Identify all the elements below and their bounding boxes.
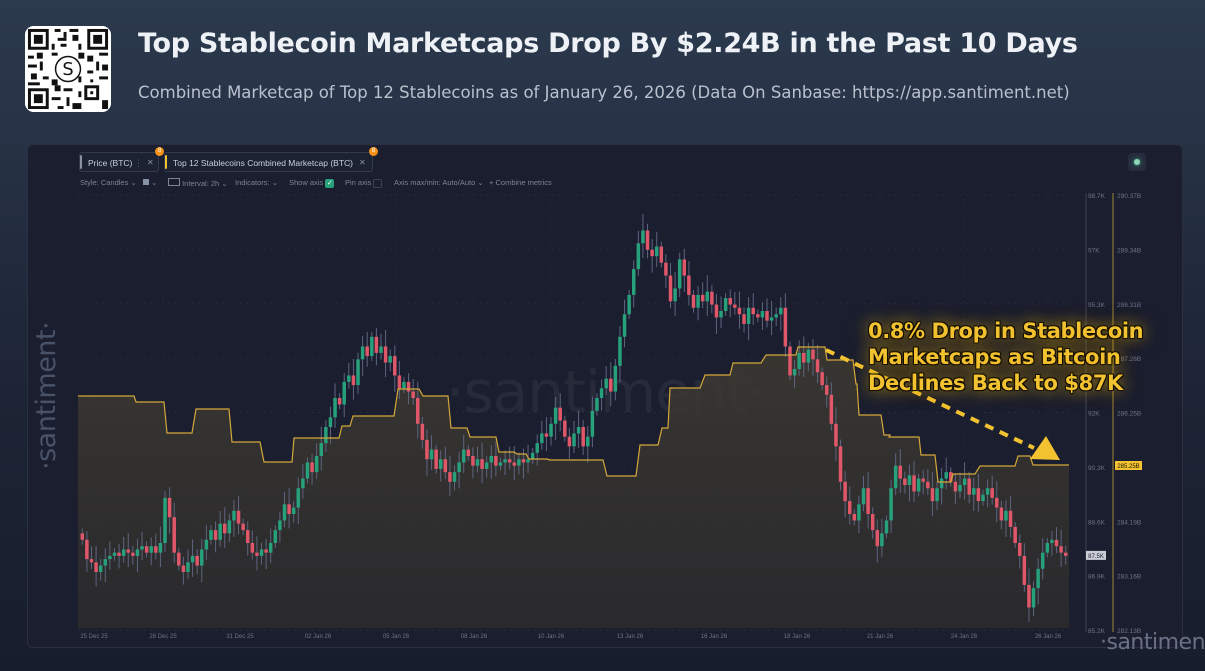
series-color-bar xyxy=(165,155,167,169)
annotation-arrow xyxy=(825,348,1060,460)
svg-text:02 Jan 26: 02 Jan 26 xyxy=(305,634,332,640)
svg-text:289.34B: 289.34B xyxy=(1117,247,1141,254)
interval-dropdown[interactable]: Interval: 2h ⌄ xyxy=(168,178,228,188)
svg-text:93.6K: 93.6K xyxy=(1088,356,1106,363)
combine-metrics-button[interactable]: + Combine metrics xyxy=(489,178,552,187)
pin-axis-toggle[interactable]: Pin axis xyxy=(345,178,383,188)
svg-text:95.3K: 95.3K xyxy=(1088,302,1106,309)
checkbox-unchecked-icon xyxy=(373,178,383,188)
svg-text:18 Jan 26: 18 Jan 26 xyxy=(784,634,811,640)
svg-text:282.13B: 282.13B xyxy=(1117,628,1141,635)
svg-text:10 Jan 26: 10 Jan 26 xyxy=(538,634,565,640)
marketcap-area xyxy=(78,347,1069,628)
close-icon[interactable]: ✕ xyxy=(147,158,154,167)
svg-text:97K: 97K xyxy=(1088,247,1100,254)
svg-text:26 Jan 26: 26 Jan 26 xyxy=(1035,634,1062,640)
svg-text:87.5K: 87.5K xyxy=(1088,554,1104,560)
axis-minmax-dropdown[interactable]: Axis max/min: Auto/Auto ⌄ xyxy=(394,178,484,187)
svg-text:88.6K: 88.6K xyxy=(1088,519,1106,526)
settings-button[interactable] xyxy=(1128,153,1146,171)
svg-text:288.31B: 288.31B xyxy=(1117,302,1141,309)
watermark-left: ·santiment· xyxy=(31,321,62,470)
color-swatch-icon xyxy=(143,179,149,185)
marketcap-step-line xyxy=(78,346,1069,483)
annotation-line-2: Marketcaps as Bitcoin xyxy=(868,345,1121,369)
tab-price-btc[interactable]: Price (BTC) ⋮ ✕ 8 xyxy=(79,147,164,172)
svg-text:286.25B: 286.25B xyxy=(1117,411,1141,418)
status-dot-icon xyxy=(1134,159,1140,165)
svg-text:285.25B: 285.25B xyxy=(1117,464,1139,470)
annotation-text: 0.8% Drop in Stablecoin Marketcaps as Bi… xyxy=(868,318,1144,396)
axis-labels: 98.7K 97K 95.3K 93.6K 92K 90.3K 88.6K 86.9K 85.2… xyxy=(1086,193,1142,635)
style-dropdown[interactable]: Style: Candles ⌄ xyxy=(80,178,137,187)
tab-label: Top 12 Stablecoins Combined Marketcap (B… xyxy=(173,158,353,168)
svg-text:05 Jan 26: 05 Jan 26 xyxy=(383,634,410,640)
svg-text:92K: 92K xyxy=(1088,411,1100,418)
svg-text:31 Dec 25: 31 Dec 25 xyxy=(226,634,254,640)
calendar-icon xyxy=(168,178,180,186)
close-icon[interactable]: ✕ xyxy=(359,158,366,167)
more-options-icon[interactable]: ⋮ xyxy=(134,158,143,168)
svg-text:284.19B: 284.19B xyxy=(1117,519,1141,526)
svg-text:290.37B: 290.37B xyxy=(1117,193,1141,200)
annotation-line-1: 0.8% Drop in Stablecoin xyxy=(868,319,1144,343)
svg-text:98.7K: 98.7K xyxy=(1088,193,1106,200)
annotation-line-3: Declines Back to $87K xyxy=(868,371,1123,395)
plus-icon: + xyxy=(489,178,494,187)
svg-text:S: S xyxy=(62,59,73,80)
svg-text:90.3K: 90.3K xyxy=(1088,465,1106,472)
svg-text:25 Dec 25: 25 Dec 25 xyxy=(80,634,108,640)
svg-text:16 Jan 26: 16 Jan 26 xyxy=(701,634,728,640)
tab-stablecoin-marketcap[interactable]: Top 12 Stablecoins Combined Marketcap (B… xyxy=(164,147,378,172)
svg-text:287.28B: 287.28B xyxy=(1117,356,1141,363)
x-axis-labels: 25 Dec 25 28 Dec 25 31 Dec 25 02 Jan 26 05 J… xyxy=(80,634,1062,640)
svg-text:28 Dec 25: 28 Dec 25 xyxy=(149,634,177,640)
checkbox-checked-icon: ✓ xyxy=(325,178,335,188)
svg-text:08 Jan 26: 08 Jan 26 xyxy=(461,634,488,640)
color-dropdown[interactable]: ⌄ xyxy=(143,178,157,187)
more-options-icon[interactable]: ⋮ xyxy=(345,158,354,168)
price-candles xyxy=(80,214,1068,622)
page-title: Top Stablecoin Marketcaps Drop By $2.24B… xyxy=(138,28,1078,59)
show-axis-toggle[interactable]: Show axis ✓ xyxy=(289,178,335,188)
notification-badge: 8 xyxy=(155,147,164,156)
svg-text:86.9K: 86.9K xyxy=(1088,574,1106,581)
svg-text:85.2K: 85.2K xyxy=(1088,628,1106,635)
watermark-bottom: ·santiment· xyxy=(1100,630,1205,655)
qr-code: S xyxy=(25,26,111,112)
svg-text:24 Jan 26: 24 Jan 26 xyxy=(951,634,978,640)
svg-text:13 Jan 26: 13 Jan 26 xyxy=(617,634,644,640)
indicators-dropdown[interactable]: Indicators: ⌄ xyxy=(235,178,278,187)
notification-badge: 8 xyxy=(369,147,378,156)
svg-text:21 Jan 26: 21 Jan 26 xyxy=(867,634,894,640)
tab-label: Price (BTC) xyxy=(88,158,133,168)
svg-text:283.16B: 283.16B xyxy=(1117,574,1141,581)
qr-code-image: S xyxy=(25,26,111,112)
series-color-bar xyxy=(80,155,82,169)
page-subtitle: Combined Marketcap of Top 12 Stablecoins… xyxy=(138,83,1070,102)
